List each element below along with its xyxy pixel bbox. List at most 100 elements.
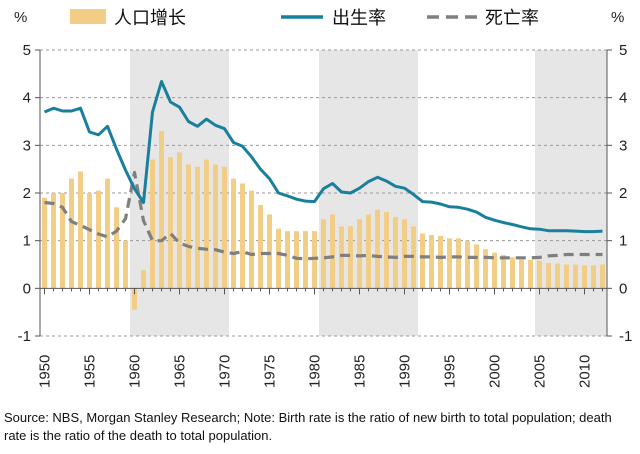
population-bar-2009 <box>573 264 578 289</box>
population-bar-2008 <box>564 264 569 289</box>
population-bar-1994 <box>438 235 443 289</box>
population-bar-1973 <box>249 190 254 289</box>
population-bar-2000 <box>492 252 497 289</box>
population-bar-1989 <box>393 216 398 289</box>
population-bar-1958 <box>114 207 119 289</box>
left-tick-label: 1 <box>23 233 31 250</box>
population-bar-1950 <box>42 197 47 289</box>
left-axis-unit: % <box>14 9 27 26</box>
population-bar-1952 <box>60 193 65 289</box>
population-bar-1964 <box>168 157 173 289</box>
population-bar-2004 <box>528 259 533 289</box>
left-tick-label: 3 <box>23 137 31 154</box>
population-bar-1997 <box>465 240 470 289</box>
population-bar-1957 <box>105 178 110 289</box>
population-bar-1993 <box>429 234 434 289</box>
x-tick-label: 1980 <box>307 355 324 388</box>
population-bar-1976 <box>276 228 281 289</box>
population-bar-1969 <box>213 164 218 289</box>
right-tick-label: 2 <box>619 185 627 202</box>
right-tick-label: 4 <box>619 90 627 107</box>
population-bar-1959 <box>123 240 128 289</box>
population-bar-2007 <box>555 263 560 289</box>
population-bar-1953 <box>69 178 74 289</box>
population-bar-1983 <box>339 226 344 289</box>
population-bar-1975 <box>267 214 272 289</box>
population-bar-1986 <box>366 214 371 289</box>
population-bar-2012 <box>600 264 605 289</box>
birth-rate-line <box>43 80 603 234</box>
left-tick-label: 2 <box>23 185 31 202</box>
population-bar-1981 <box>321 219 326 289</box>
population-bar-1987 <box>375 209 380 289</box>
legend-population-swatch <box>70 9 106 24</box>
right-tick-label: 5 <box>619 42 627 59</box>
x-tick-label: 1995 <box>442 355 459 388</box>
x-tick-label: 1960 <box>127 355 144 388</box>
x-tick-label: 2010 <box>577 355 594 388</box>
population-bar-1951 <box>51 193 56 289</box>
population-bar-1984 <box>348 226 353 289</box>
population-bar-1965 <box>177 152 182 289</box>
population-bar-1963 <box>159 131 164 289</box>
x-tick-label: 1975 <box>262 355 279 388</box>
source-note: Source: NBS, Morgan Stanley Research; No… <box>4 410 612 443</box>
population-bar-1972 <box>240 183 245 289</box>
population-bar-2002 <box>510 257 515 289</box>
population-bar-2011 <box>591 265 596 289</box>
x-tick-label: 1985 <box>352 355 369 388</box>
population-bar-1982 <box>330 214 335 289</box>
population-bar-1971 <box>231 178 236 289</box>
population-bar-2010 <box>582 265 587 289</box>
population-bar-1985 <box>357 219 362 289</box>
population-bar-1977 <box>285 231 290 289</box>
population-bar-1979 <box>303 231 308 289</box>
population-bar-1996 <box>456 238 461 289</box>
population-bar-1998 <box>474 244 479 289</box>
right-axis-unit: % <box>611 9 624 26</box>
population-bar-1960 <box>132 288 137 310</box>
population-bar-1995 <box>447 238 452 289</box>
right-tick-label: 0 <box>619 280 627 297</box>
population-bar-1967 <box>195 166 200 289</box>
legend-death-label: 死亡率 <box>485 8 539 29</box>
right-tick-label: 1 <box>619 233 627 250</box>
population-bar-2001 <box>501 254 506 289</box>
population-bar-2006 <box>546 263 551 289</box>
population-bar-1966 <box>186 164 191 289</box>
population-bar-2005 <box>537 260 542 289</box>
x-tick-label: 1950 <box>37 355 54 388</box>
left-tick-label: -1 <box>18 328 31 345</box>
shaded-period-2 <box>319 50 418 336</box>
population-bar-1954 <box>78 171 83 289</box>
population-bar-1955 <box>87 193 92 289</box>
x-tick-label: 1965 <box>172 355 189 388</box>
x-tick-label: 2005 <box>532 355 549 388</box>
population-bar-1956 <box>96 190 101 289</box>
population-bar-1968 <box>204 159 209 289</box>
population-bar-2003 <box>519 259 524 289</box>
population-bar-1961 <box>141 270 146 289</box>
shaded-periods <box>130 50 607 336</box>
population-bar-1970 <box>222 166 227 289</box>
population-bar-1990 <box>402 219 407 289</box>
axes: -1 -1 0 0 1 1 2 2 3 3 4 4 5 5 1950 1955 1960 1965 1970 1975… <box>18 42 633 388</box>
death-rate-line <box>44 170 603 261</box>
legend: 人口增长 出生率 死亡率 <box>70 8 539 29</box>
x-tick-label: 2000 <box>487 355 504 388</box>
population-chart: -1 -1 0 0 1 1 2 2 3 3 4 4 5 5 1950 1955 1960 1965 1970 1975… <box>14 8 633 388</box>
left-tick-label: 0 <box>23 280 31 297</box>
left-tick-label: 4 <box>23 90 31 107</box>
population-bar-1999 <box>483 249 488 289</box>
legend-birth-label: 出生率 <box>332 8 386 29</box>
population-bar-1988 <box>384 212 389 289</box>
rate-lines <box>43 80 603 261</box>
population-growth-bars <box>42 131 605 310</box>
legend-population-label: 人口增长 <box>114 8 186 29</box>
population-bar-1962 <box>150 159 155 289</box>
right-tick-label: -1 <box>619 328 632 345</box>
left-tick-label: 5 <box>23 42 31 59</box>
right-tick-label: 3 <box>619 137 627 154</box>
x-tick-label: 1990 <box>397 355 414 388</box>
x-tick-label: 1955 <box>82 355 99 388</box>
